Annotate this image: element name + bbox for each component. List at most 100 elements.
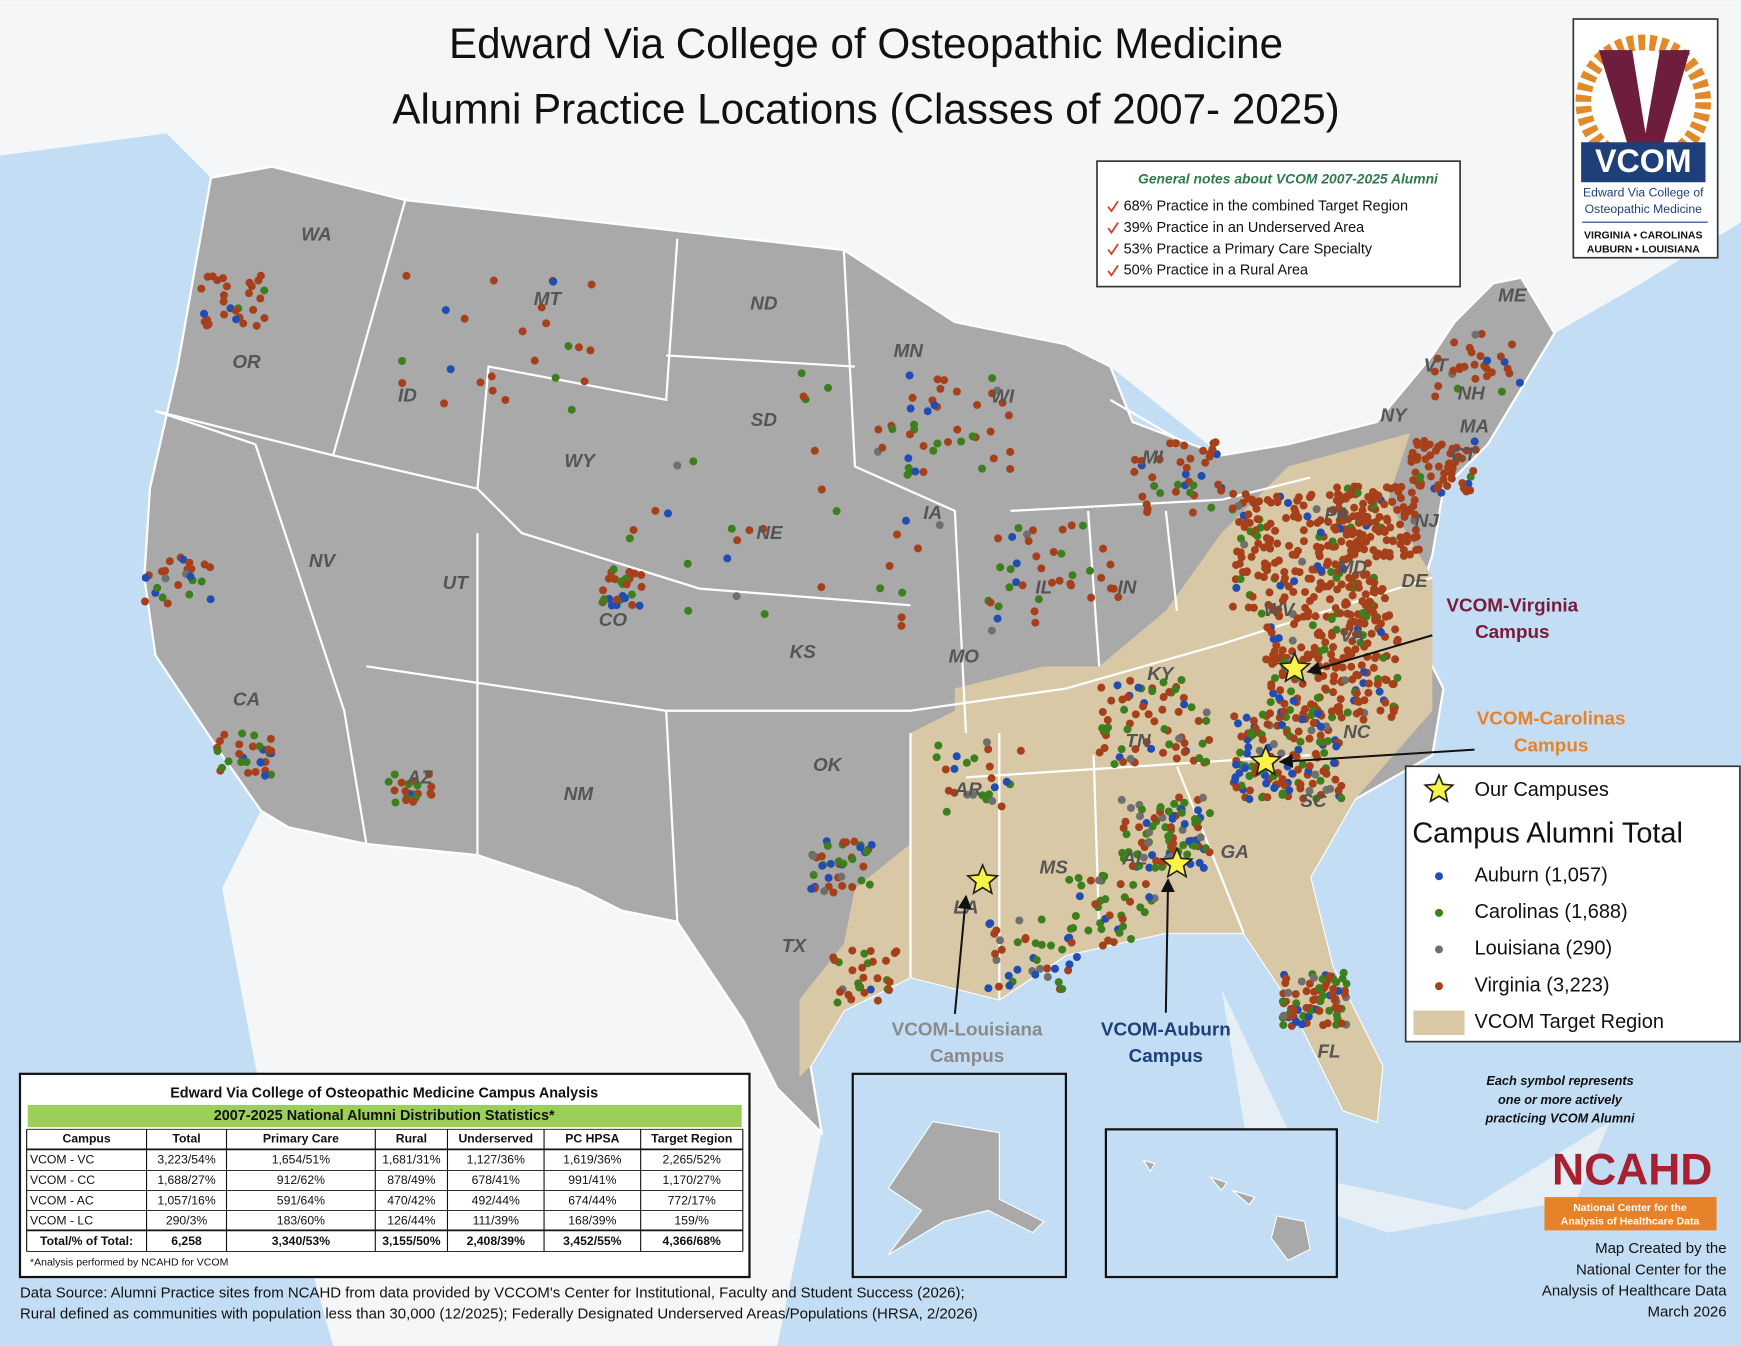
alumni-point	[1374, 527, 1383, 536]
alumni-point	[1330, 523, 1339, 532]
alumni-point	[1393, 673, 1402, 682]
alumni-point	[1354, 529, 1363, 538]
state-label: WI	[991, 386, 1015, 407]
alumni-point	[1269, 650, 1278, 659]
alumni-point	[933, 375, 942, 384]
alumni-point	[1289, 696, 1298, 705]
alumni-point	[237, 758, 246, 767]
alumni-point	[1431, 392, 1440, 401]
alumni-point	[1303, 612, 1312, 621]
alumni-point	[1106, 584, 1115, 593]
alumni-point	[1343, 708, 1352, 717]
alumni-point	[1084, 926, 1093, 935]
alumni-point	[986, 427, 995, 436]
alumni-point	[1287, 687, 1296, 696]
alumni-point	[1310, 643, 1319, 652]
alumni-point	[460, 314, 469, 323]
alumni-point	[1148, 851, 1157, 860]
alumni-point	[1371, 518, 1380, 527]
alumni-point	[1183, 850, 1192, 859]
alumni-point	[1263, 495, 1272, 504]
alumni-point	[1244, 510, 1253, 519]
alumni-point	[897, 621, 906, 630]
alumni-point	[1278, 790, 1287, 799]
alumni-point	[1156, 489, 1165, 498]
alumni-point	[1037, 940, 1046, 949]
state-label: TX	[782, 935, 808, 956]
alumni-point	[1460, 362, 1469, 371]
alumni-point	[1171, 685, 1180, 694]
alumni-point	[817, 485, 826, 494]
alumni-point	[1266, 698, 1275, 707]
alumni-point	[1346, 610, 1355, 619]
alumni-point	[1279, 707, 1288, 716]
alumni-point	[424, 770, 433, 779]
alumni-point	[1262, 534, 1271, 543]
alumni-point	[1328, 505, 1337, 514]
logo-name: VCOM	[1595, 143, 1692, 179]
alumni-point	[1387, 713, 1396, 722]
alumni-point	[1145, 828, 1154, 837]
alumni-point	[1030, 607, 1039, 616]
state-label: NY	[1380, 404, 1408, 425]
alumni-point	[1391, 655, 1400, 664]
alumni-point	[1312, 505, 1321, 514]
alumni-point	[1119, 824, 1128, 832]
alumni-point	[1356, 638, 1365, 647]
alumni-point	[935, 521, 944, 530]
logo-text: Osteopathic Medicine	[1585, 202, 1703, 216]
alumni-point	[1126, 897, 1135, 906]
alumni-point	[1476, 352, 1485, 361]
alumni-point	[996, 563, 1005, 572]
alumni-point	[141, 573, 150, 582]
alumni-point	[1313, 693, 1322, 702]
alumni-point	[1361, 600, 1370, 609]
alumni-point	[267, 770, 276, 779]
alumni-point	[1013, 938, 1022, 947]
alumni-point	[1453, 384, 1462, 393]
alumni-point	[1128, 862, 1137, 871]
alumni-point	[1190, 841, 1199, 850]
alumni-point	[1308, 621, 1317, 630]
alumni-point	[953, 425, 962, 434]
alumni-point	[179, 555, 188, 564]
alumni-point	[1269, 606, 1278, 615]
alumni-point	[1201, 458, 1210, 467]
alumni-point	[1337, 580, 1346, 589]
table-cell: VCOM - VC	[30, 1153, 95, 1167]
state-label: MS	[1040, 856, 1069, 877]
alumni-point	[567, 405, 576, 414]
alumni-point	[1032, 552, 1041, 561]
alumni-point	[1482, 372, 1491, 381]
alumni-point	[1340, 509, 1349, 518]
alumni-point	[942, 807, 951, 816]
alumni-point	[1335, 497, 1344, 506]
alumni-point	[1412, 532, 1421, 541]
alumni-point	[232, 315, 241, 324]
alumni-point	[1382, 536, 1391, 545]
alumni-point	[984, 984, 993, 993]
state-label: GA	[1221, 841, 1249, 862]
alumni-point	[1255, 746, 1264, 755]
state-label: NJ	[1415, 510, 1440, 531]
alumni-point	[1321, 684, 1330, 693]
alumni-point	[1334, 786, 1343, 795]
state-label: MO	[949, 645, 980, 666]
alumni-point	[1115, 928, 1124, 937]
table-header: Underserved	[458, 1132, 533, 1146]
alumni-point	[1470, 437, 1479, 446]
alumni-point	[1286, 705, 1295, 714]
check-mark	[1107, 222, 1119, 235]
symbol-note-line: practicing VCOM Alumni	[1485, 1111, 1635, 1126]
alumni-point	[1318, 991, 1327, 1000]
alumni-point	[1321, 638, 1330, 647]
notes-box: General notes about VCOM 2007-2025 Alumn…	[1096, 160, 1461, 288]
alumni-point	[1431, 446, 1440, 455]
alumni-point	[404, 779, 413, 788]
alumni-point	[1342, 979, 1351, 988]
credit-line: Map Created by the	[1595, 1240, 1726, 1257]
alumni-point	[1367, 496, 1376, 505]
alumni-point	[1316, 776, 1325, 785]
hawaii	[1142, 1159, 1311, 1262]
alumni-point	[220, 730, 229, 739]
